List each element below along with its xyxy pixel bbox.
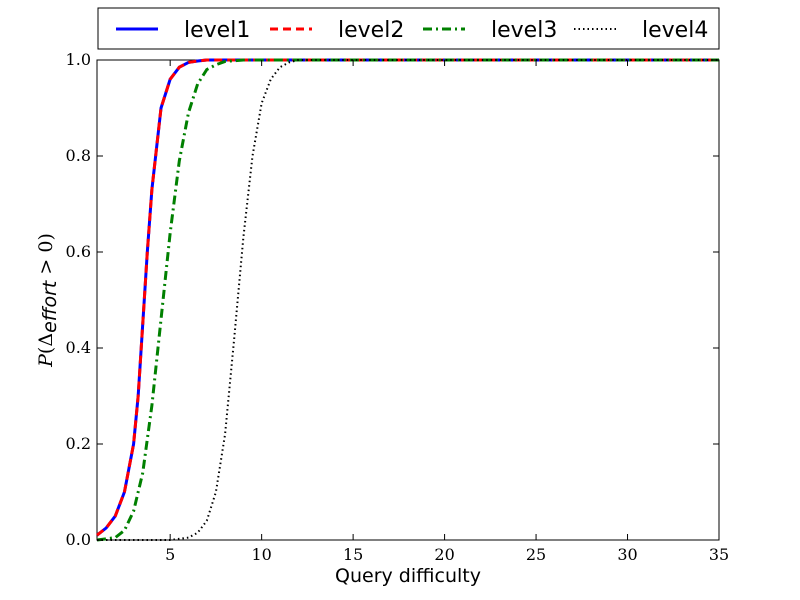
x-axis-title: Query difficulty xyxy=(335,565,481,587)
x-tick-label: 25 xyxy=(526,545,546,564)
series-line-level2 xyxy=(96,58,719,537)
x-tick-label: 5 xyxy=(165,545,175,564)
legend-label-level1: level1 xyxy=(184,18,250,43)
y-tick-label: 0.8 xyxy=(66,146,91,165)
y-axis-title-delta: Δ xyxy=(35,333,57,347)
y-axis-title-open: ( xyxy=(35,347,57,354)
y-axis-title: P(Δeffort > 0) xyxy=(35,233,61,368)
y-tick-label: 0.6 xyxy=(66,242,91,261)
x-tick-label: 35 xyxy=(709,545,729,564)
series-line-level4 xyxy=(97,59,719,541)
x-tick-label: 10 xyxy=(251,545,271,564)
y-axis-title-rest: > 0) xyxy=(35,233,57,281)
y-tick-label: 0.0 xyxy=(66,530,91,549)
y-tick-label: 1.0 xyxy=(66,50,91,69)
x-tick-label: 30 xyxy=(617,545,637,564)
x-tick-label: 20 xyxy=(434,545,454,564)
series-line-level3 xyxy=(96,58,719,542)
legend: level1 level2 level3 level4 xyxy=(97,7,720,50)
x-tick-label: 15 xyxy=(343,545,363,564)
y-axis-ticks: 0.0 0.2 0.4 0.6 0.8 1.0 xyxy=(66,50,719,549)
y-axis-title-sub: effort xyxy=(39,279,61,333)
legend-label-level2: level2 xyxy=(338,18,404,43)
legend-label-level4: level4 xyxy=(642,18,708,43)
series-line-level1 xyxy=(96,58,719,537)
y-axis-title-p: P xyxy=(35,353,57,368)
y-tick-label: 0.2 xyxy=(66,434,91,453)
plot-area xyxy=(96,59,720,541)
legend-label-level3: level3 xyxy=(491,18,557,43)
series-group xyxy=(96,58,719,542)
x-axis-ticks: 5 10 15 20 25 30 35 xyxy=(165,60,729,564)
y-tick-label: 0.4 xyxy=(66,338,91,357)
legend-entries: level1 level2 level3 level4 xyxy=(116,18,708,43)
